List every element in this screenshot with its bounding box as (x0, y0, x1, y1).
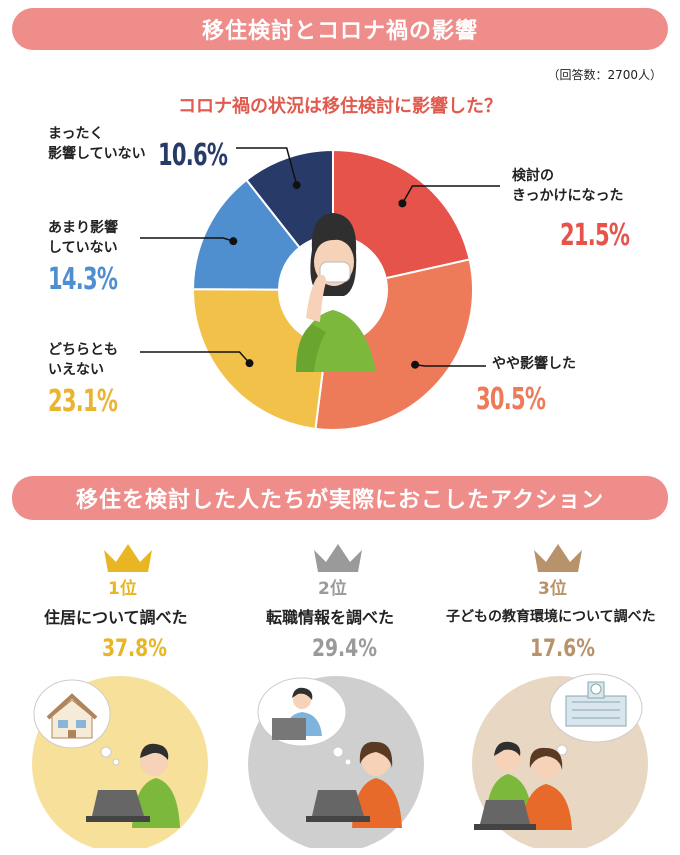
silver-crown-icon (314, 544, 362, 572)
title-banner-text: 移住検討とコロナ禍の影響 (201, 19, 478, 44)
gold-crown-icon (104, 544, 152, 572)
leader-line (236, 147, 298, 186)
rank-3-action: 子どもの教育環境について調べた (446, 609, 656, 625)
label-neutral: どちらとも いえない (48, 342, 118, 378)
leader-dot (229, 237, 238, 246)
leader-line (140, 351, 251, 364)
label-not-at-all: まったく 影響していない (48, 126, 146, 162)
bronze-crown-icon (534, 544, 582, 572)
pct-trigger: 21.5% (560, 218, 630, 253)
rank-2-percent: 29.4% (312, 634, 377, 662)
pct-not-at-all: 10.6% (158, 138, 228, 173)
leader-dot (398, 199, 407, 208)
pct-not-much: 14.3% (48, 262, 118, 297)
house-search-illustration (32, 676, 208, 848)
title-banner: 移住検討とコロナ禍の影響 (12, 8, 668, 50)
rank-1-percent: 37.8% (102, 634, 167, 662)
rank-3-percent: 17.6% (530, 634, 595, 662)
rank-2-label: 2位 (318, 579, 347, 599)
pct-neutral: 23.1% (48, 384, 118, 419)
respondent-count: （回答数：2700人） (547, 68, 662, 82)
chart-question: コロナ禍の状況は移住検討に影響した？ (178, 96, 502, 117)
actions-banner: 移住を検討した人たちが実際におこしたアクション (12, 476, 668, 520)
woman-mask-illustration (296, 213, 376, 372)
leader-dot (292, 181, 301, 190)
label-trigger: 検討の きっかけになった (512, 168, 624, 204)
job-search-illustration (248, 676, 424, 848)
label-not-much: あまり影響 していない (48, 220, 118, 256)
school-search-illustration (472, 673, 648, 848)
leader-dot (411, 360, 420, 369)
actions-banner-text: 移住を検討した人たちが実際におこしたアクション (76, 488, 604, 513)
rank-1-label: 1位 (108, 579, 137, 599)
leader-dot (245, 359, 254, 368)
donut-chart (140, 147, 500, 431)
pct-somewhat: 30.5% (476, 382, 546, 417)
rank-2-action: 転職情報を調べた (266, 608, 395, 627)
leader-line (401, 185, 500, 204)
rank-3-label: 3位 (538, 579, 567, 599)
rank-1-action: 住居について調べた (44, 608, 188, 627)
label-somewhat: やや影響した (492, 356, 576, 372)
